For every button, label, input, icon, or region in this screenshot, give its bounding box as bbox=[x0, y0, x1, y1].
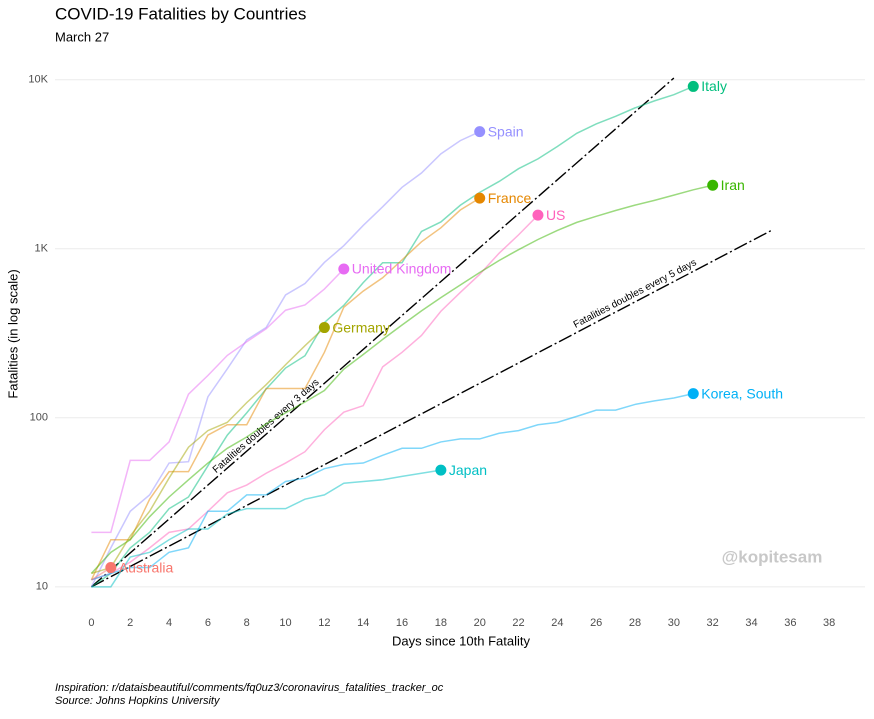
series-label: Spain bbox=[488, 123, 524, 139]
reference-label: Fatalities doubles every 3 days bbox=[211, 377, 322, 476]
end-point bbox=[318, 322, 330, 334]
series-label: Japan bbox=[449, 462, 487, 478]
x-tick-label: 24 bbox=[551, 617, 563, 629]
series-line bbox=[91, 268, 345, 534]
x-tick-label: 30 bbox=[668, 617, 680, 629]
series-label: Iran bbox=[721, 177, 745, 193]
y-tick-label: 1K bbox=[35, 243, 49, 255]
x-tick-label: 34 bbox=[745, 617, 757, 629]
series-label: Korea, South bbox=[701, 385, 783, 401]
series-line bbox=[91, 327, 325, 575]
x-axis-label: Days since 10th Fatality bbox=[392, 633, 531, 648]
end-point bbox=[707, 179, 719, 191]
series-line bbox=[91, 469, 441, 588]
x-tick-label: 28 bbox=[629, 617, 641, 629]
x-tick-label: 8 bbox=[244, 617, 250, 629]
y-tick-label: 10 bbox=[36, 581, 48, 593]
series-line bbox=[90, 130, 481, 588]
x-tick-label: 10 bbox=[279, 617, 291, 629]
y-tick-label: 100 bbox=[30, 412, 48, 424]
watermark: @kopitesam bbox=[722, 547, 823, 566]
reference-line bbox=[90, 77, 675, 588]
x-tick-label: 14 bbox=[357, 617, 369, 629]
series-line bbox=[90, 85, 694, 588]
caption: Source: Johns Hopkins University bbox=[55, 695, 221, 707]
end-point bbox=[687, 388, 699, 400]
series-label: Australia bbox=[119, 559, 174, 575]
chart-subtitle: March 27 bbox=[55, 29, 109, 44]
x-tick-label: 6 bbox=[205, 617, 211, 629]
x-tick-label: 0 bbox=[88, 617, 94, 629]
end-point bbox=[435, 464, 447, 476]
reference-label: Fatalities doubles every 5 days bbox=[572, 257, 699, 330]
caption: Inspiration: r/dataisbeautiful/comments/… bbox=[55, 682, 444, 694]
end-point bbox=[474, 126, 486, 138]
series-label: United Kingdom bbox=[352, 261, 452, 277]
series-label: Italy bbox=[701, 78, 727, 94]
x-tick-label: 22 bbox=[512, 617, 524, 629]
end-point bbox=[474, 192, 486, 204]
x-tick-label: 18 bbox=[435, 617, 447, 629]
x-tick-label: 20 bbox=[474, 617, 486, 629]
end-point bbox=[105, 562, 117, 574]
x-tick-label: 38 bbox=[823, 617, 835, 629]
series-label: France bbox=[488, 190, 532, 206]
x-tick-label: 26 bbox=[590, 617, 602, 629]
x-tick-label: 16 bbox=[396, 617, 408, 629]
x-tick-label: 12 bbox=[318, 617, 330, 629]
series-label: Germany bbox=[332, 319, 390, 335]
end-point bbox=[687, 80, 699, 92]
series-line bbox=[90, 197, 481, 581]
series-line bbox=[91, 392, 694, 581]
y-tick-label: 10K bbox=[28, 74, 48, 86]
y-axis-label: Fatalities (in log scale) bbox=[5, 269, 20, 398]
chart-title: COVID-19 Fatalities by Countries bbox=[55, 4, 306, 23]
series-line bbox=[90, 184, 713, 574]
x-tick-label: 2 bbox=[127, 617, 133, 629]
end-point bbox=[532, 209, 544, 221]
series-line bbox=[91, 214, 539, 581]
series-label: US bbox=[546, 207, 565, 223]
x-tick-label: 32 bbox=[707, 617, 719, 629]
x-tick-label: 36 bbox=[784, 617, 796, 629]
end-point bbox=[338, 263, 350, 275]
x-tick-label: 4 bbox=[166, 617, 172, 629]
reference-line bbox=[91, 230, 772, 588]
